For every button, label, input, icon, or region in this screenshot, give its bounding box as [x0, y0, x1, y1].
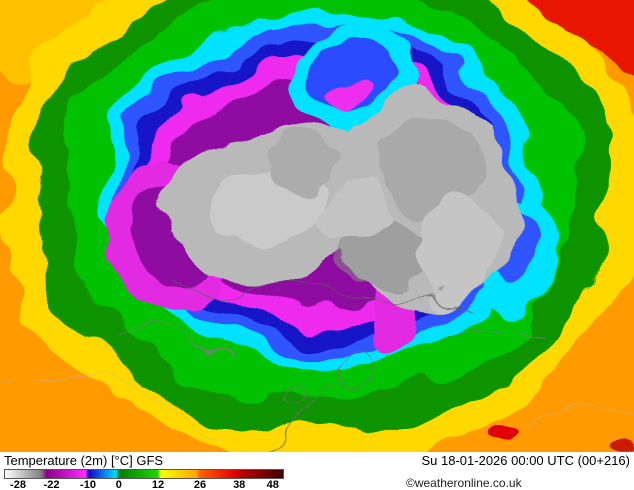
temperature-map-svg	[0, 0, 634, 452]
scale-tick: 38	[233, 479, 246, 490]
temperature-map	[0, 0, 634, 452]
legend-ticks: -28 -22 -10 0 12 26 38 48	[4, 479, 284, 490]
title-unit: [°C]	[110, 453, 133, 468]
map-title: Temperature (2m) [°C] GFS	[4, 453, 163, 468]
scale-tick: -28	[10, 479, 26, 490]
legend-bar: Temperature (2m) [°C] GFS Su 18-01-2026 …	[0, 452, 634, 490]
title-parameter: Temperature (2m)	[4, 453, 108, 468]
valid-datetime: Su 18-01-2026 00:00 UTC (00+216)	[421, 453, 631, 468]
copyright: ©weatheronline.co.uk	[406, 476, 522, 490]
scale-tick: 26	[193, 479, 207, 490]
cold-core-texture	[210, 117, 493, 297]
scale-tick: 48	[266, 479, 279, 490]
scale-tick: -10	[80, 479, 96, 490]
coastlines	[0, 280, 634, 452]
legend-colorbar	[4, 469, 284, 479]
scale-tick: 12	[151, 479, 165, 490]
scale-tick: -22	[43, 479, 60, 490]
temperature-field	[0, 0, 634, 452]
title-model: GFS	[136, 453, 164, 468]
scale-tick: 0	[115, 479, 122, 490]
